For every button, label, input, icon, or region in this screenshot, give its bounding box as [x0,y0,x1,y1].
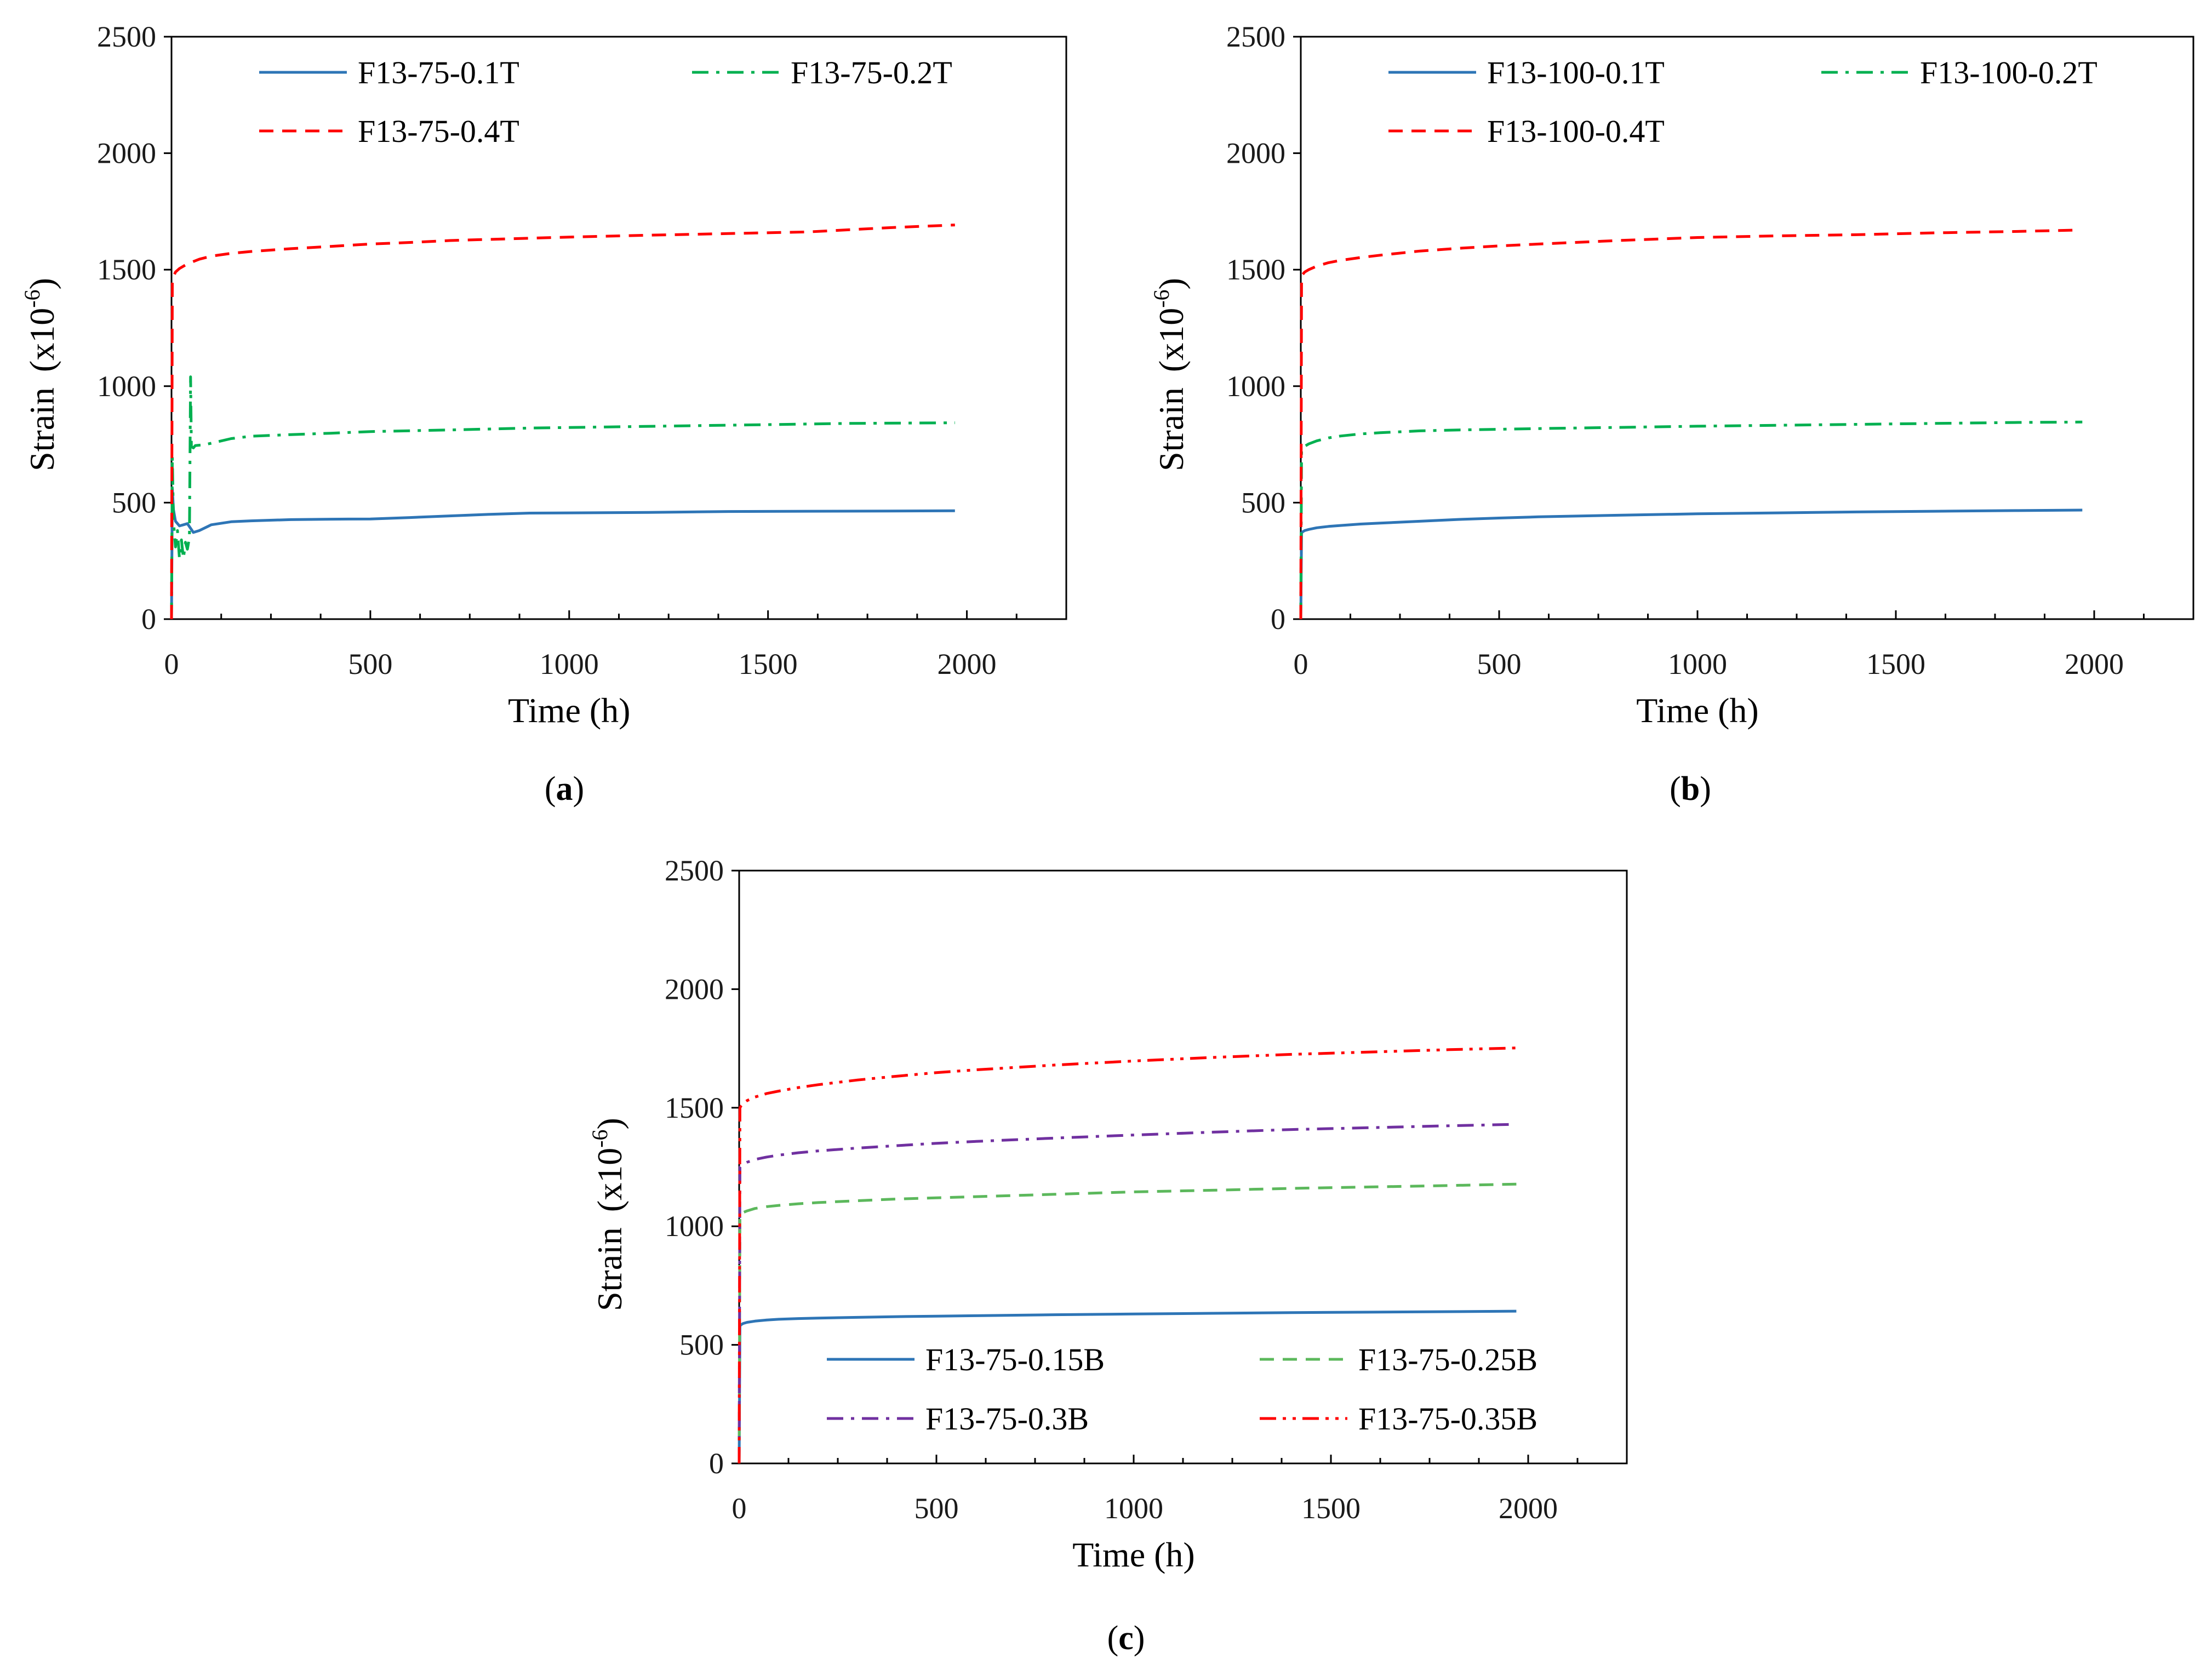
panel-caption-close: ) [573,770,585,808]
y-axis-title-exponent: -6 [587,1129,612,1147]
x-tick-label: 0 [732,1492,747,1525]
panel-caption-close: ) [1700,770,1711,808]
y-axis-title-text: Strain [590,1227,629,1311]
panel-caption: (c) [1107,1620,1145,1657]
legend-label: F13-75-0.15B [925,1342,1105,1377]
x-tick-label: 2000 [1499,1492,1558,1525]
x-tick-label: 2000 [938,648,997,680]
x-axis-title: Time (h) [1072,1535,1194,1574]
panel-caption-open: ( [545,770,556,808]
series-line-f13-75-0.35b [738,1046,1517,1464]
y-axis-title-unit-close: ) [1152,278,1191,289]
y-axis-title-text: Strain [1152,387,1191,471]
panel-caption-letter: a [556,770,573,808]
x-tick-label: 1000 [1668,648,1727,680]
x-tick-label: 1000 [540,648,599,680]
series-line-f13-75-0.4t [170,224,955,620]
y-tick-label: 500 [112,486,156,519]
y-axis-title-unit: (x10 [22,308,61,372]
plot-frame [1300,36,2194,620]
legend-entry: F13-75-0.25B [1260,1342,1537,1377]
legend-entry: F13-100-0.4T [1388,113,1665,149]
legend-entry: F13-100-0.1T [1388,55,1665,90]
chart-panel-b: 0 500 1000 1500 2000 2500 0 500 1000 1500 2000 Time… [1149,20,2194,808]
panel-caption-close: ) [1134,1620,1145,1657]
series-line-f13-100-0.1t [1299,508,2083,620]
x-tick-label: 500 [1477,648,1522,680]
panel-caption-open: ( [1107,1620,1119,1657]
y-tick-label: 2500 [1226,20,1285,53]
y-tick-label: 2000 [97,137,156,170]
legend-entry: F13-75-0.35B [1260,1401,1537,1437]
x-axis-title: Time (h) [1636,691,1758,730]
legend-label: F13-75-0.1T [358,55,519,90]
panel-caption-open: ( [1670,770,1681,808]
y-axis-title-exponent: -6 [1149,289,1174,307]
x-tick-label: 500 [348,648,392,680]
y-tick-label: 1000 [665,1210,724,1243]
y-tick-label: 2500 [97,20,156,53]
y-axis-title-unit-close: ) [590,1118,629,1129]
legend-label: F13-100-0.1T [1487,55,1665,90]
x-tick-label: 1500 [1866,648,1925,680]
y-tick-label: 500 [1241,486,1285,519]
y-tick-label: 1000 [97,370,156,403]
legend-entry: F13-100-0.2T [1821,55,2097,90]
legend-entry: F13-75-0.2T [692,55,952,90]
y-axis-title-unit-close: ) [22,278,61,289]
series-line-f13-75-0.25b [738,1182,1517,1464]
y-tick-label: 2000 [1226,137,1285,170]
panel-caption-letter: c [1118,1620,1134,1657]
legend-entry: F13-75-0.1T [259,55,519,90]
panel-caption: (a) [545,770,584,808]
legend-label: F13-100-0.4T [1487,113,1665,149]
y-tick-label: 1500 [665,1091,724,1124]
legend-label: F13-75-0.2T [791,55,952,90]
y-axis-title-exponent: -6 [20,289,44,307]
y-axis-title-text: Strain [22,387,61,471]
y-axis-title-unit: (x10 [590,1148,629,1212]
x-tick-label: 500 [914,1492,959,1525]
x-axis-title: Time (h) [508,691,630,730]
series-line-f13-75-0.1t [170,487,955,620]
legend-label: F13-75-0.25B [1358,1342,1537,1377]
y-tick-label: 2000 [665,973,724,1005]
y-tick-label: 0 [709,1447,724,1480]
y-axis-title: Strain (x10-6) [1149,278,1191,471]
legend-entry: F13-75-0.4T [259,113,519,149]
y-tick-label: 0 [141,603,156,636]
y-axis-title: Strain (x10-6) [20,278,61,471]
legend-label: F13-75-0.4T [358,113,519,149]
legend-label: F13-75-0.35B [1358,1401,1537,1437]
x-tick-label: 1500 [1301,1492,1361,1525]
plot-frame [170,36,1067,620]
x-tick-label: 2000 [2065,648,2124,680]
y-tick-label: 1500 [97,253,156,286]
series-line-f13-100-0.2t [1299,420,2083,620]
y-axis-title-unit: (x10 [1152,308,1191,372]
series-line-f13-100-0.4t [1299,228,2079,620]
chart-panel-a: 0 500 1000 1500 2000 2500 0 500 1000 1500 2000 Time… [20,20,1067,808]
series-line-f13-75-0.2t [170,375,955,620]
y-tick-label: 2500 [665,854,724,887]
panel-caption-letter: b [1681,770,1700,808]
legend-entry: F13-75-0.3B [827,1401,1089,1437]
chart-panel-c: 0 500 1000 1500 2000 2500 0 500 1000 1500 2000 Time… [587,854,1628,1657]
y-tick-label: 1000 [1226,370,1285,403]
x-tick-label: 1000 [1104,1492,1163,1525]
panel-caption: (b) [1670,770,1711,808]
x-tick-label: 0 [1294,648,1308,680]
legend-label: F13-100-0.2T [1920,55,2097,90]
y-tick-label: 500 [679,1329,724,1362]
y-tick-label: 0 [1271,603,1285,636]
y-tick-label: 1500 [1226,253,1285,286]
x-tick-label: 1500 [739,648,798,680]
legend-label: F13-75-0.3B [925,1401,1089,1437]
legend-entry: F13-75-0.15B [827,1342,1105,1377]
series-line-f13-75-0.15b [738,1309,1517,1464]
y-axis-title: Strain (x10-6) [587,1118,629,1311]
x-tick-label: 0 [164,648,179,680]
